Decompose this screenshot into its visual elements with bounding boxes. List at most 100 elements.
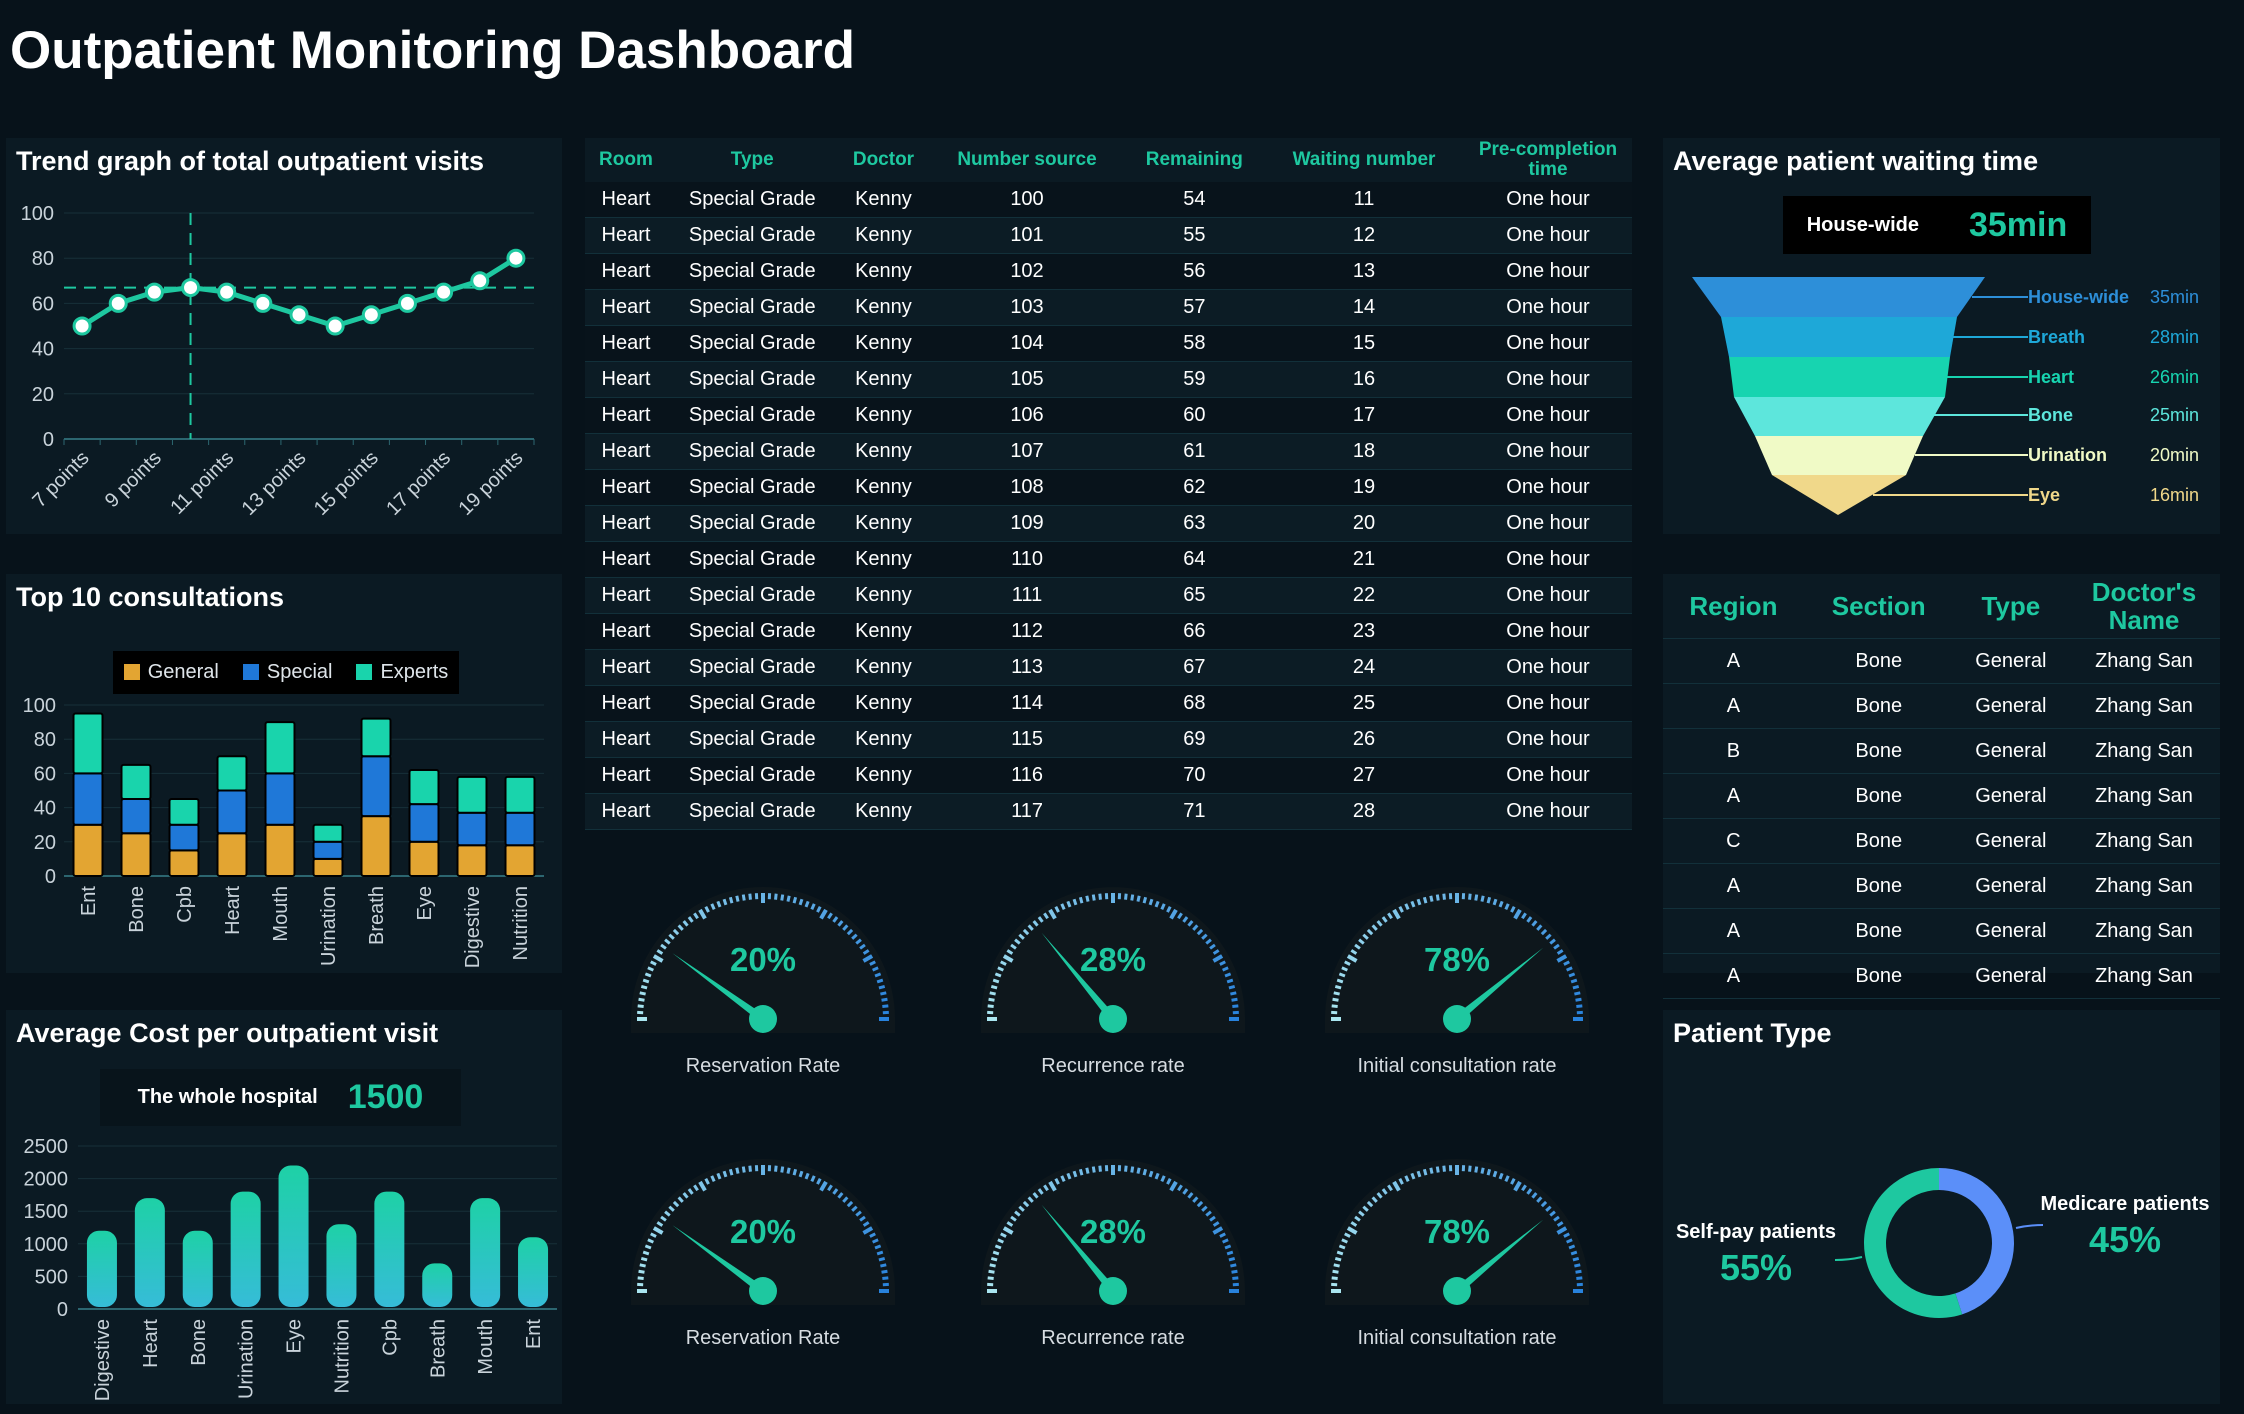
- table-row[interactable]: Heart Special Grade Kenny 117 71 28 One hour: [585, 793, 1632, 830]
- column-header[interactable]: Section: [1803, 574, 1954, 639]
- column-header[interactable]: Room: [585, 138, 667, 182]
- table-cell: Kenny: [837, 433, 930, 470]
- table-cell: 107: [929, 433, 1125, 470]
- gauge-tick: [1576, 1004, 1583, 1008]
- column-header[interactable]: Type: [1953, 574, 2068, 639]
- gauge-tick: [881, 1269, 888, 1274]
- legend-item-special[interactable]: Special: [242, 661, 332, 684]
- table-row[interactable]: Heart Special Grade Kenny 105 59 16 One hour: [585, 361, 1632, 398]
- table-row[interactable]: Heart Special Grade Kenny 103 57 14 One hour: [585, 289, 1632, 326]
- gauge-tick: [1142, 1168, 1148, 1176]
- gauge-tick: [1435, 894, 1440, 901]
- gauge-tick: [1228, 984, 1236, 990]
- table-cell: 117: [929, 793, 1125, 830]
- gauge-tick: [1570, 1250, 1578, 1256]
- legend-item-experts[interactable]: Experts: [356, 661, 448, 684]
- funnel-value: 25min: [2150, 405, 2200, 425]
- gauge-tick: [837, 1192, 844, 1199]
- gauge-tick: [1404, 1175, 1410, 1182]
- gauge-tick: [1154, 900, 1160, 908]
- table-row[interactable]: A Bone General Zhang San: [1663, 773, 2220, 819]
- gauge-tick: [832, 1188, 839, 1195]
- column-header[interactable]: Pre-completion time: [1464, 138, 1632, 182]
- gauge-tick: [1376, 1192, 1383, 1199]
- table-cell: 103: [929, 289, 1125, 326]
- gauge-tick: [880, 1263, 887, 1268]
- column-header[interactable]: Type: [666, 138, 838, 182]
- gauge-tick: [1148, 898, 1154, 906]
- table-row[interactable]: A Bone General Zhang San: [1663, 683, 2220, 729]
- gauge-tick: [1205, 1210, 1212, 1217]
- gauge-tick: [855, 938, 862, 945]
- gauge-tick: [1066, 900, 1072, 908]
- gauge-tick: [786, 1167, 791, 1174]
- table-row[interactable]: Heart Special Grade Kenny 114 68 25 One hour: [585, 685, 1632, 722]
- table-cell: Kenny: [837, 757, 930, 794]
- table-row[interactable]: Heart Special Grade Kenny 102 56 13 One hour: [585, 253, 1632, 290]
- table-row[interactable]: Heart Special Grade Kenny 112 66 23 One hour: [585, 613, 1632, 650]
- table-cell: General: [1953, 773, 2068, 819]
- gauge-tick: [862, 954, 874, 963]
- gauge-tick: [878, 1256, 886, 1262]
- gauge-tick: [668, 933, 675, 940]
- gauge-tick: [728, 896, 734, 904]
- table-cell: Heart: [585, 649, 667, 686]
- table-row[interactable]: B Bone General Zhang San: [1663, 728, 2220, 774]
- table-cell: Special Grade: [666, 289, 838, 326]
- column-header[interactable]: Region: [1663, 574, 1804, 639]
- table-cell: One hour: [1464, 397, 1632, 434]
- table-row[interactable]: Heart Special Grade Kenny 116 70 27 One hour: [585, 757, 1632, 794]
- gauge-tick: [1224, 972, 1232, 978]
- gauge-tick: [1032, 920, 1039, 927]
- table-row[interactable]: Heart Special Grade Kenny 110 64 21 One hour: [585, 541, 1632, 578]
- gauge-tick: [1549, 938, 1556, 945]
- table-cell: Kenny: [837, 397, 930, 434]
- table-row[interactable]: Heart Special Grade Kenny 109 63 20 One hour: [585, 505, 1632, 542]
- table-row[interactable]: Heart Special Grade Kenny 106 60 17 One hour: [585, 397, 1632, 434]
- legend-swatch-icon: [123, 664, 140, 680]
- gauge-tick: [1398, 1178, 1404, 1185]
- gauge-tick: [1526, 916, 1533, 923]
- table-row[interactable]: A Bone General Zhang San: [1663, 638, 2220, 684]
- table-row[interactable]: Heart Special Grade Kenny 115 69 26 One hour: [585, 721, 1632, 758]
- column-header[interactable]: Remaining: [1124, 138, 1264, 182]
- table-row[interactable]: A Bone General Zhang San: [1663, 953, 2220, 999]
- gauge-tick: [741, 1166, 746, 1173]
- gauge-tick: [1387, 912, 1393, 920]
- trend-title: Trend graph of total outpatient visits: [16, 146, 485, 176]
- column-header[interactable]: Doctor: [837, 138, 930, 182]
- table-row[interactable]: Heart Special Grade Kenny 101 55 12 One hour: [585, 217, 1632, 254]
- legend-item-general[interactable]: General: [123, 661, 219, 684]
- table-row[interactable]: C Bone General Zhang San: [1663, 818, 2220, 864]
- gauge-tick: [668, 1205, 675, 1212]
- table-row[interactable]: Heart Special Grade Kenny 113 67 24 One hour: [585, 649, 1632, 686]
- column-header[interactable]: Waiting number: [1264, 138, 1464, 182]
- gauge-tick: [1404, 903, 1410, 910]
- table-row[interactable]: Heart Special Grade Kenny 104 58 15 One hour: [585, 325, 1632, 362]
- column-header[interactable]: Doctor's Name: [2068, 574, 2220, 639]
- medicare-value: 45%: [2088, 1219, 2162, 1260]
- funnel-label: Heart: [2028, 367, 2075, 387]
- table-cell: General: [1953, 728, 2068, 774]
- table-row[interactable]: A Bone General Zhang San: [1663, 863, 2220, 909]
- gauge-tick: [716, 900, 722, 908]
- table-row[interactable]: Heart Special Grade Kenny 108 62 19 One hour: [585, 469, 1632, 506]
- x-tick-label: 9 points: [101, 447, 166, 512]
- table-row[interactable]: Heart Special Grade Kenny 107 61 18 One hour: [585, 433, 1632, 470]
- gauge-tick: [1371, 1196, 1378, 1203]
- x-tick-label: Mouth: [475, 1319, 497, 1375]
- table-row[interactable]: Heart Special Grade Kenny 100 54 11 One hour: [585, 182, 1632, 218]
- gauge-tick: [1224, 1244, 1232, 1250]
- table-row[interactable]: A Bone General Zhang San: [1663, 908, 2220, 954]
- y-tick-label: 0: [57, 1299, 68, 1321]
- table-cell: General: [1953, 818, 2068, 864]
- table-row[interactable]: Heart Special Grade Kenny 111 65 22 One hour: [585, 577, 1632, 614]
- gauge-tick: [1341, 966, 1348, 972]
- bar-general: [72, 823, 104, 878]
- gauge-tick: [874, 972, 882, 978]
- table-cell: 28: [1264, 793, 1464, 830]
- gauge-tick: [1574, 1263, 1581, 1268]
- column-header[interactable]: Number source: [929, 138, 1125, 182]
- gauge-tick: [842, 1196, 849, 1203]
